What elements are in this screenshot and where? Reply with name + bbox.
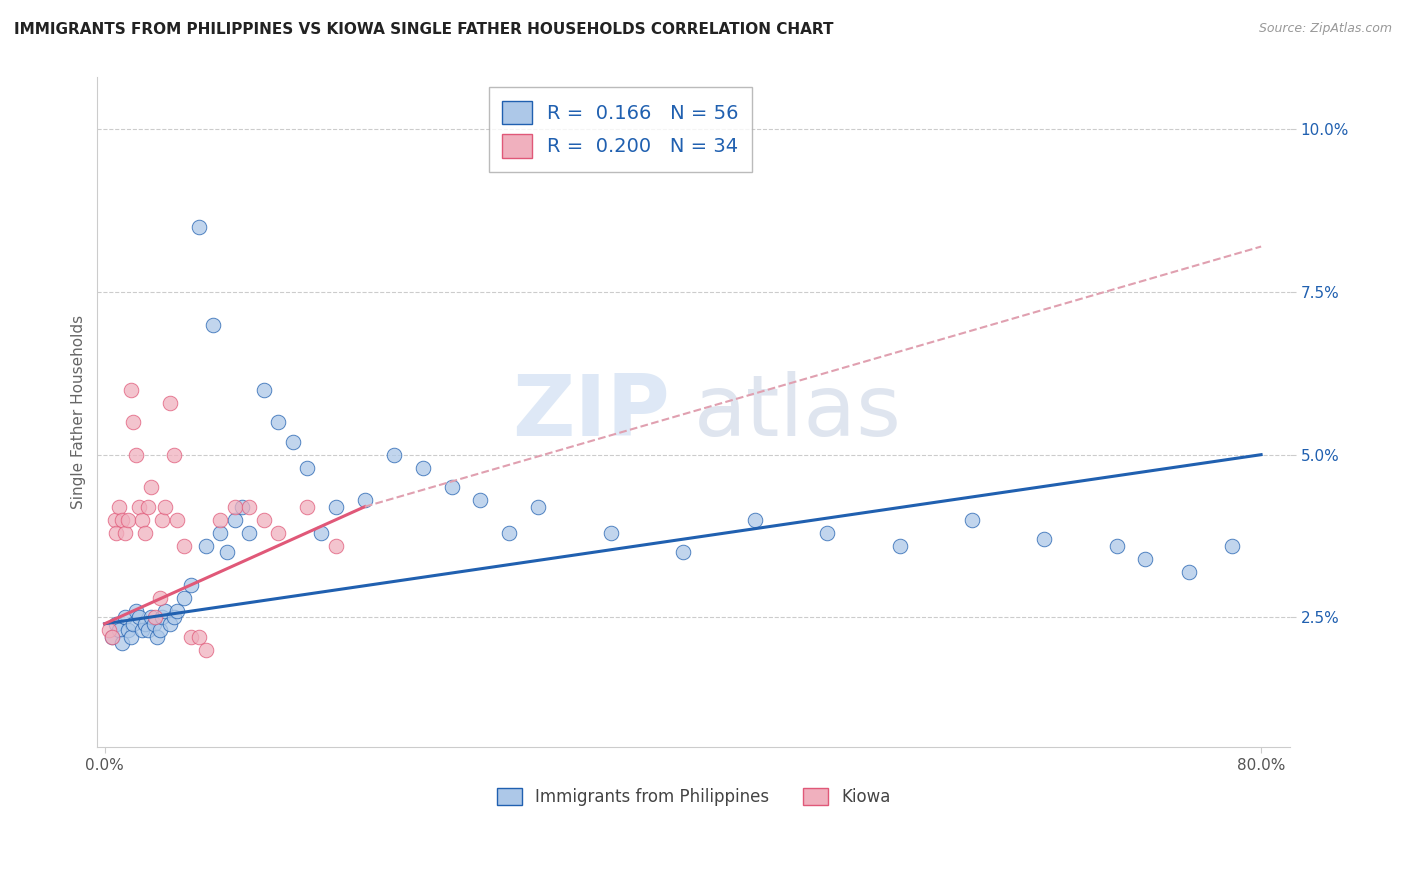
Point	[155, 500, 177, 514]
Point	[353, 493, 375, 508]
Point	[231, 500, 253, 514]
Point	[101, 630, 124, 644]
Point	[152, 513, 174, 527]
Point	[166, 604, 188, 618]
Point	[295, 500, 318, 514]
Point	[382, 448, 405, 462]
Legend: Immigrants from Philippines, Kiowa: Immigrants from Philippines, Kiowa	[491, 781, 897, 813]
Point	[498, 525, 520, 540]
Point	[1135, 551, 1157, 566]
Point	[295, 460, 318, 475]
Point	[134, 616, 156, 631]
Point	[111, 513, 134, 527]
Point	[131, 624, 153, 638]
Point	[173, 591, 195, 605]
Point	[117, 624, 139, 638]
Text: IMMIGRANTS FROM PHILIPPINES VS KIOWA SINGLE FATHER HOUSEHOLDS CORRELATION CHART: IMMIGRANTS FROM PHILIPPINES VS KIOWA SIN…	[14, 22, 834, 37]
Point	[120, 630, 142, 644]
Point	[1105, 539, 1128, 553]
Point	[148, 591, 170, 605]
Point	[412, 460, 434, 475]
Point	[166, 513, 188, 527]
Point	[744, 513, 766, 527]
Point	[470, 493, 492, 508]
Point	[217, 545, 239, 559]
Point	[97, 624, 120, 638]
Point	[105, 616, 128, 631]
Point	[194, 642, 217, 657]
Point	[209, 513, 232, 527]
Point	[201, 318, 224, 332]
Point	[672, 545, 695, 559]
Point	[1033, 533, 1056, 547]
Point	[139, 610, 162, 624]
Point	[180, 630, 202, 644]
Point	[311, 525, 333, 540]
Point	[325, 539, 347, 553]
Text: atlas: atlas	[693, 371, 901, 454]
Point	[142, 616, 165, 631]
Point	[131, 513, 153, 527]
Point	[139, 480, 162, 494]
Point	[224, 513, 246, 527]
Point	[281, 434, 304, 449]
Point	[187, 630, 209, 644]
Point	[136, 500, 159, 514]
Point	[159, 616, 181, 631]
Point	[209, 525, 232, 540]
Point	[267, 415, 290, 429]
Point	[159, 395, 181, 409]
Point	[252, 383, 274, 397]
Point	[238, 525, 260, 540]
Point	[125, 448, 148, 462]
Point	[163, 448, 186, 462]
Y-axis label: Single Father Households: Single Father Households	[72, 316, 86, 509]
Point	[224, 500, 246, 514]
Point	[136, 624, 159, 638]
Point	[105, 525, 128, 540]
Point	[599, 525, 621, 540]
Point	[114, 610, 136, 624]
Point	[325, 500, 347, 514]
Point	[111, 636, 134, 650]
Point	[187, 220, 209, 235]
Point	[194, 539, 217, 553]
Point	[960, 513, 983, 527]
Point	[180, 578, 202, 592]
Point	[134, 525, 156, 540]
Point	[815, 525, 838, 540]
Point	[122, 616, 145, 631]
Point	[238, 500, 260, 514]
Point	[117, 513, 139, 527]
Point	[1220, 539, 1243, 553]
Text: ZIP: ZIP	[512, 371, 669, 454]
Point	[440, 480, 463, 494]
Text: Source: ZipAtlas.com: Source: ZipAtlas.com	[1258, 22, 1392, 36]
Point	[148, 624, 170, 638]
Point	[145, 630, 167, 644]
Point	[120, 383, 142, 397]
Point	[173, 539, 195, 553]
Point	[143, 610, 166, 624]
Point	[267, 525, 290, 540]
Point	[108, 624, 131, 638]
Point	[163, 610, 186, 624]
Point	[155, 604, 177, 618]
Point	[128, 610, 150, 624]
Point	[128, 500, 150, 514]
Point	[108, 500, 131, 514]
Point	[252, 513, 274, 527]
Point	[104, 513, 127, 527]
Point	[1178, 565, 1201, 579]
Point	[125, 604, 148, 618]
Point	[122, 415, 145, 429]
Point	[101, 630, 124, 644]
Point	[152, 610, 174, 624]
Point	[114, 525, 136, 540]
Point	[889, 539, 911, 553]
Point	[527, 500, 550, 514]
